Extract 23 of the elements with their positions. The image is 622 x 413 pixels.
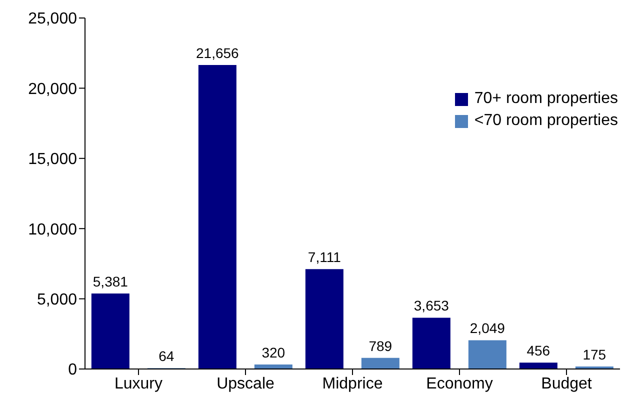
data-label: 3,653 (414, 298, 450, 314)
data-label: 64 (158, 348, 174, 364)
x-tick-label: Budget (541, 375, 592, 392)
data-label: 456 (526, 342, 550, 359)
y-tick-label: 20,000 (28, 80, 78, 98)
data-label: 320 (262, 344, 286, 361)
data-label: 175 (582, 346, 606, 363)
data-label: 789 (368, 338, 392, 354)
x-tick-label: Upscale (216, 375, 274, 392)
y-tick-label: 5,000 (36, 291, 78, 308)
x-tick-label: Luxury (114, 375, 163, 392)
x-tick-label: Midprice (322, 375, 383, 392)
data-label: 7,111 (308, 249, 342, 266)
y-tick-label: 0 (68, 362, 78, 379)
x-tick-label: Economy (426, 375, 493, 392)
y-tick-label: 10,000 (28, 221, 78, 238)
y-tick-label: 15,000 (28, 151, 78, 168)
legend-label: 70+ room properties (474, 89, 618, 109)
data-label: 2,049 (470, 320, 506, 336)
legend-label: <70 room properties (474, 111, 618, 131)
data-label: 21,656 (196, 44, 240, 61)
y-tick-label: 25,000 (28, 10, 78, 28)
data-label: 5,381 (92, 273, 128, 290)
